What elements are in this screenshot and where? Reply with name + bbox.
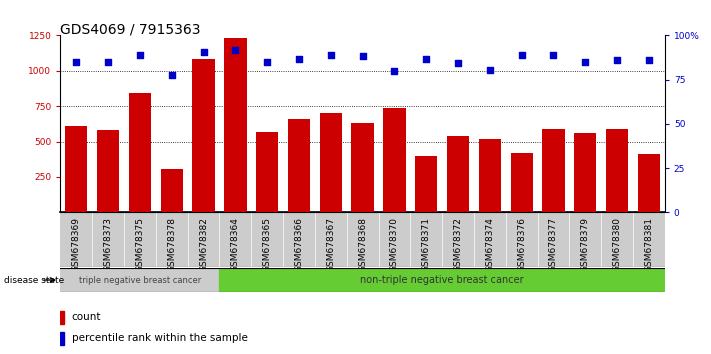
Bar [193,59,215,212]
Bar [60,311,63,324]
Text: GSM678374: GSM678374 [486,217,494,272]
Bar [415,156,437,212]
Text: GDS4069 / 7915363: GDS4069 / 7915363 [60,23,201,36]
Bar [638,154,660,212]
Bar [351,123,374,212]
Bar [60,332,63,345]
Bar [606,129,629,212]
Text: GSM678367: GSM678367 [326,217,336,272]
Bar [479,139,501,212]
Bar [60,268,220,292]
Text: GSM678375: GSM678375 [136,217,144,272]
Bar [256,132,278,212]
Text: GSM678368: GSM678368 [358,217,367,272]
Point [420,57,432,62]
Point [230,47,241,53]
Text: GSM678382: GSM678382 [199,217,208,272]
Text: GSM678377: GSM678377 [549,217,558,272]
Text: disease state: disease state [4,275,64,285]
Text: GSM678371: GSM678371 [422,217,431,272]
Text: percentile rank within the sample: percentile rank within the sample [72,333,247,343]
Point [547,52,559,57]
Point [452,60,464,66]
Text: GSM678381: GSM678381 [644,217,653,272]
Text: triple negative breast cancer: triple negative breast cancer [79,275,201,285]
Point [484,67,496,73]
Bar [220,268,680,292]
Point [262,59,273,65]
Text: GSM678379: GSM678379 [581,217,589,272]
Text: GSM678365: GSM678365 [262,217,272,272]
Bar [97,130,119,212]
Bar [224,38,247,212]
Point [357,53,368,59]
Bar [161,169,183,212]
Text: GSM678366: GSM678366 [294,217,304,272]
Point [611,57,623,63]
Bar [542,129,565,212]
Text: GSM678373: GSM678373 [104,217,112,272]
Point [325,52,336,57]
Bar [510,153,533,212]
Bar [65,126,87,212]
Bar [288,119,310,212]
Text: GSM678380: GSM678380 [613,217,621,272]
Point [579,59,591,65]
Text: GSM678364: GSM678364 [231,217,240,272]
Text: non-triple negative breast cancer: non-triple negative breast cancer [360,275,524,285]
Point [389,68,400,74]
Point [102,59,114,65]
Point [134,52,146,58]
Point [70,59,82,64]
Text: GSM678369: GSM678369 [72,217,81,272]
Point [643,57,655,63]
Text: GSM678378: GSM678378 [167,217,176,272]
Bar [447,136,469,212]
Bar [574,133,597,212]
Point [166,72,178,78]
Point [516,52,528,58]
Text: GSM678376: GSM678376 [517,217,526,272]
Bar [320,113,342,212]
Bar [129,93,151,212]
Point [294,57,305,62]
Text: GSM678372: GSM678372 [454,217,463,272]
Point [198,50,209,55]
Bar [383,108,405,212]
Text: count: count [72,312,101,322]
Text: GSM678370: GSM678370 [390,217,399,272]
